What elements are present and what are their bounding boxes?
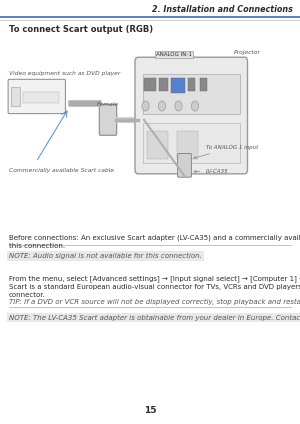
Text: To connect Scart output (RGB): To connect Scart output (RGB) — [9, 25, 153, 34]
Text: From the menu, select [Advanced settings] → [Input signal select] → [Computer 1]: From the menu, select [Advanced settings… — [9, 275, 300, 298]
FancyBboxPatch shape — [8, 79, 65, 114]
FancyBboxPatch shape — [178, 153, 191, 177]
Bar — [142, 74, 240, 114]
Bar — [200, 78, 207, 91]
FancyBboxPatch shape — [99, 104, 117, 135]
Text: Projector: Projector — [234, 50, 261, 55]
Bar — [159, 78, 168, 91]
Bar — [171, 78, 184, 93]
Text: 15: 15 — [144, 406, 156, 415]
FancyBboxPatch shape — [135, 57, 248, 174]
Text: 2. Installation and Connections: 2. Installation and Connections — [152, 5, 292, 14]
Text: Commercially available Scart cable: Commercially available Scart cable — [9, 168, 114, 173]
Circle shape — [158, 101, 166, 111]
Bar — [188, 78, 195, 91]
Text: Video equipment such as DVD player: Video equipment such as DVD player — [9, 71, 120, 76]
Circle shape — [142, 101, 149, 111]
Bar — [144, 78, 156, 91]
Text: To ANALOG 1 input: To ANALOG 1 input — [194, 145, 258, 159]
Bar — [177, 131, 198, 159]
Bar — [11, 87, 20, 106]
Circle shape — [191, 101, 199, 111]
Text: LV-CA35: LV-CA35 — [194, 169, 228, 173]
Text: ANALOG IN-1: ANALOG IN-1 — [156, 52, 192, 57]
Bar — [142, 123, 240, 163]
Bar — [147, 131, 168, 159]
Text: Female: Female — [97, 102, 119, 107]
Text: Before connections: An exclusive Scart adapter (LV-CA35) and a commercially avai: Before connections: An exclusive Scart a… — [9, 234, 300, 248]
Circle shape — [175, 101, 182, 111]
Bar — [23, 92, 59, 103]
Text: TIP: If a DVD or VCR source will not be displayed correctly, stop playback and r: TIP: If a DVD or VCR source will not be … — [9, 299, 300, 305]
Text: NOTE: Audio signal is not available for this connection.: NOTE: Audio signal is not available for … — [9, 253, 202, 259]
Text: NOTE: The LV-CA35 Scart adapter is obtainable from your dealer in Europe. Contac: NOTE: The LV-CA35 Scart adapter is obtai… — [9, 315, 300, 321]
